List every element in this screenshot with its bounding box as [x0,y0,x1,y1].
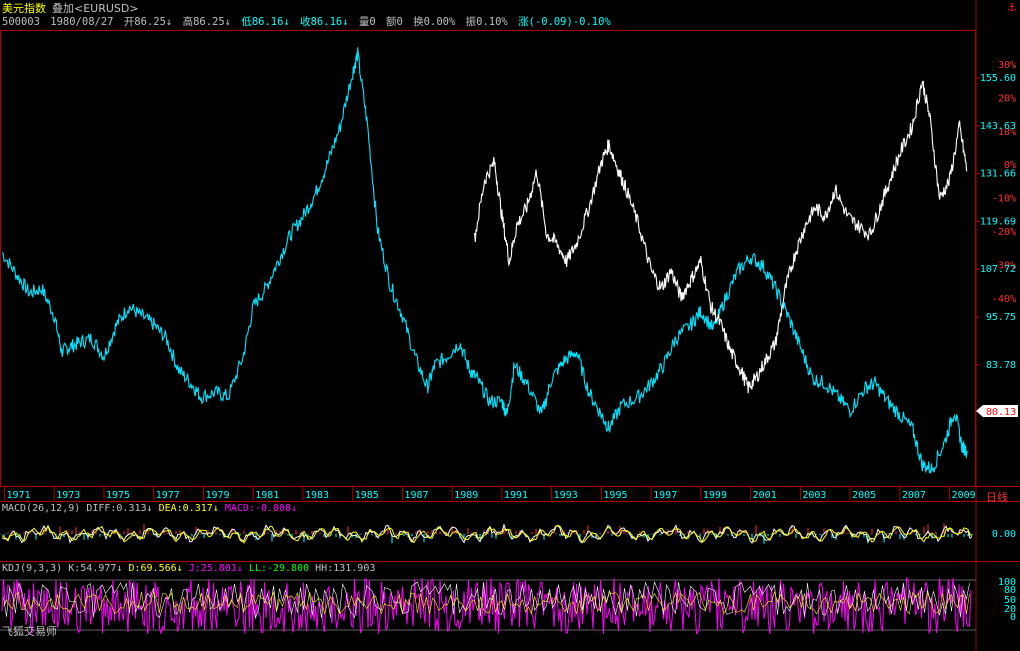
year-tick: 1997 [653,490,677,501]
price-tick: 107.72 [980,264,1016,275]
kdj-tick: 80 [1004,585,1016,596]
kdj-j-line [1,576,972,635]
price-tick: 155.60 [980,73,1016,84]
year-tick: 1991 [504,490,528,501]
anchor-icon[interactable]: ⚓ [1008,0,1016,15]
kdj-k: K:54.977↓ [68,563,123,574]
kdj-tick: 100 [998,577,1016,588]
quote-open: 开86.25↓ [123,16,173,28]
kdj-j: J:25.801↓ [188,563,243,574]
price-tick: 95.75 [986,312,1016,323]
x-axis-years: 1971 1973 1975 1977 1979 1981 1983 1985 1987 1989… [3,487,976,501]
percent-tick: -30% [992,260,1016,271]
quote-change: 涨(-0.09)-0.10% [518,16,611,28]
quote-turnover: 换0.00% [413,16,456,28]
macd-label: MACD(26,12,9) [2,503,81,514]
macd-diff: DIFF:0.313↓ [86,503,153,514]
price-tick: 143.63 [980,121,1016,132]
year-tick: 1993 [554,490,578,501]
kdj-tick: 20 [1004,604,1016,615]
year-tick: 1987 [404,490,428,501]
macd-zero-tick: 0.00 [992,529,1016,540]
quote-bar: 500003 1980/08/27 开86.25↓ 高86.25↓ 低86.16… [2,14,615,29]
macd-dea: DEA:0.317↓ [158,503,219,514]
year-tick: 1995 [603,490,627,501]
percent-tick: 10% [998,127,1016,138]
price-tick: 83.78 [986,360,1016,371]
quote-volume: 量0 [358,16,376,28]
quote-amplitude: 振0.10% [465,16,508,28]
percent-tick: 30% [998,60,1016,71]
watermark-text: 飞狐交易师 [2,625,57,638]
year-tick: 1981 [255,490,279,501]
kdj-k-line [3,581,970,619]
quote-code: 500003 [2,16,40,28]
quote-amount: 额0 [386,16,403,28]
macd-header[interactable]: MACD(26,12,9) DIFF:0.313↓ DEA:0.317↓ MAC… [2,503,297,514]
year-tick: 1977 [156,490,180,501]
year-tick: 1979 [205,490,229,501]
macd-dea-line [1,524,973,544]
year-tick: 1983 [305,490,329,501]
year-tick: 1971 [6,490,30,501]
current-price-label: 80.13 [986,407,1016,418]
macd-panel: 0.00 [0,523,1016,544]
year-tick: 2007 [902,490,926,501]
kdj-hh: HH:131.903 [315,563,376,574]
percent-tick: -20% [992,227,1016,238]
year-tick: 1985 [355,490,379,501]
main-panel-frame [0,30,976,487]
kdj-d-line [3,591,970,615]
kdj-tick: 50 [1004,595,1016,606]
year-tick: 1973 [56,490,80,501]
percent-tick: -10% [992,194,1016,205]
percent-tick: 0% [1004,160,1016,171]
year-tick: 2005 [852,490,876,501]
percent-tick: -40% [992,294,1016,305]
quote-low: 低86.16↓ [241,16,290,28]
overlay-label: 叠加<EURUSD> [52,2,139,15]
year-tick: 1989 [454,490,478,501]
quote-close: 收86.16↓ [300,16,349,28]
price-tick: 119.69 [980,216,1016,227]
macd-diff-line [1,523,973,544]
series-line-2 [474,80,968,394]
year-tick: 2003 [802,490,826,501]
kdj-label: KDJ(9,3,3) [2,563,63,574]
series-line-1 [1,47,968,474]
price-tick: 131.66 [980,169,1016,180]
instrument-title[interactable]: 美元指数 叠加<EURUSD> [2,0,139,16]
year-tick: 1975 [106,490,130,501]
year-tick: 2009 [952,490,976,501]
kdj-tick: 0 [1010,612,1016,623]
quote-high: 高86.25↓ [182,16,232,28]
kdj-header[interactable]: KDJ(9,3,3) K:54.977↓ D:69.566↓ J:25.801↓… [2,563,375,574]
current-price-tag: 80.13 [976,405,1018,418]
instrument-name: 美元指数 [2,2,46,15]
kdj-ll: LL:-29.800 [248,563,310,574]
macd-value: MACD:-0.008↓ [224,503,298,514]
percent-tick: 20% [998,93,1016,104]
year-tick: 1999 [703,490,727,501]
period-label[interactable]: 日线 [986,491,1008,504]
quote-date: 1980/08/27 [50,16,114,28]
main-series [1,47,968,474]
kdj-d: D:69.566↓ [128,563,183,574]
right-axis-ticks: 30% 20% 10% 0% -10% -20% -30% -40% 155.60 143.63 1… [976,60,1016,371]
year-tick: 2001 [753,490,777,501]
